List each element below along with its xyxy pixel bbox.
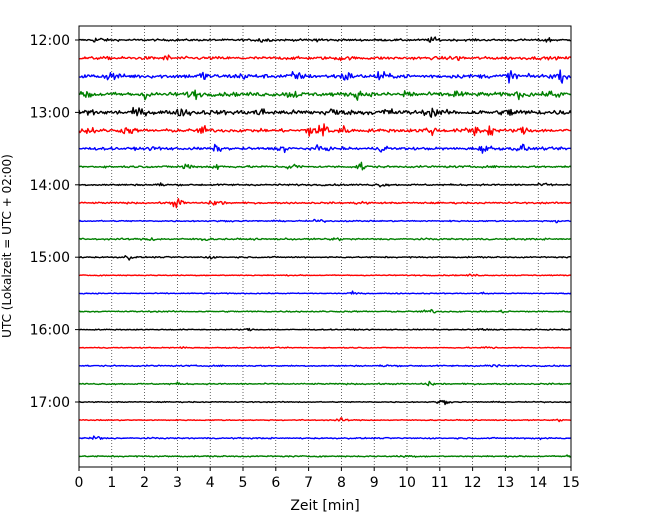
trace-line (78, 36, 572, 43)
trace-line (78, 69, 572, 84)
x-tick-label: 12 (464, 475, 482, 491)
x-tick-label: 0 (75, 475, 84, 491)
trace-line (78, 89, 572, 101)
trace-line (78, 255, 572, 261)
x-tick-label: 2 (140, 475, 149, 491)
trace-line (78, 182, 572, 188)
x-tick-label: 14 (529, 475, 547, 491)
trace-line (78, 237, 572, 242)
seismic-traces (78, 36, 572, 458)
trace-line (78, 346, 572, 350)
plot-frame (78, 25, 572, 468)
y-tick-label: 12:00 (30, 33, 70, 49)
trace-line (78, 327, 572, 332)
x-tick-label: 10 (398, 475, 416, 491)
trace-line (78, 273, 572, 277)
trace-line (78, 364, 572, 368)
x-tick-label: 3 (173, 475, 182, 491)
trace-line (78, 106, 572, 118)
trace-line (78, 380, 572, 387)
trace-line (78, 417, 572, 423)
x-tick-label: 1 (107, 475, 116, 491)
trace-line (78, 435, 572, 441)
trace-line (78, 308, 572, 314)
x-tick-label: 11 (431, 475, 449, 491)
x-tick-label: 5 (239, 475, 248, 491)
x-tick-label: 7 (304, 475, 313, 491)
trace-line (78, 399, 572, 406)
y-tick-label: 15:00 (30, 250, 70, 266)
trace-line (78, 454, 572, 458)
trace-line (78, 218, 572, 224)
x-tick-label: 15 (562, 475, 580, 491)
x-tick-label: 13 (496, 475, 514, 491)
x-axis-label: Zeit [min] (290, 498, 359, 514)
x-tick-label: 4 (206, 475, 215, 491)
trace-line (78, 143, 572, 154)
x-tick-label: 8 (337, 475, 346, 491)
x-axis-ticks: 0 1 2 3 4 5 6 7 8 9 10 11 12 13 14 15 (75, 467, 580, 491)
trace-line (78, 123, 572, 137)
y-tick-label: 14:00 (30, 178, 70, 194)
x-tick-label: 9 (370, 475, 379, 491)
trace-line (78, 290, 572, 295)
trace-line (78, 54, 572, 62)
trace-line (78, 198, 572, 209)
y-tick-label: 16:00 (30, 323, 70, 339)
y-tick-label: 17:00 (30, 395, 70, 411)
x-tick-label: 6 (271, 475, 280, 491)
trace-line (78, 161, 572, 171)
y-axis-ticks: 12:00 13:00 14:00 15:00 16:00 17:00 (30, 33, 79, 411)
y-tick-label: 13:00 (30, 105, 70, 121)
y-axis-label: UTC (Lokalzeit = UTC + 02:00) (0, 154, 14, 338)
